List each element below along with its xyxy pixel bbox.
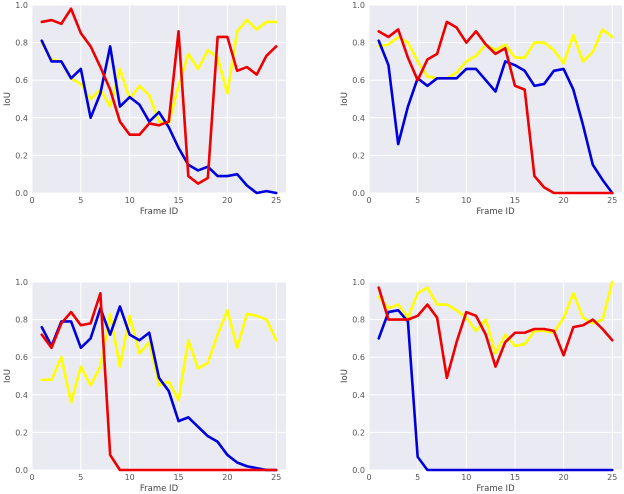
x-tick-label: 5 bbox=[415, 473, 420, 482]
plot-area-1 bbox=[369, 5, 622, 193]
series-line-yellow bbox=[40, 18, 278, 125]
y-tick-label: 1.0 bbox=[352, 1, 365, 10]
x-tick-label: 0 bbox=[366, 196, 371, 205]
y-tick-label: 0.4 bbox=[352, 391, 365, 400]
y-tick-label: 1.0 bbox=[15, 278, 28, 287]
x-tick-label: 25 bbox=[607, 196, 617, 205]
x-axis-label: Frame ID bbox=[476, 207, 515, 217]
x-tick-label: 0 bbox=[366, 473, 371, 482]
x-tick-label: 10 bbox=[125, 196, 135, 205]
y-tick-label: 0.2 bbox=[352, 428, 365, 437]
series-line-red bbox=[40, 291, 278, 472]
y-axis-label: IoU bbox=[340, 92, 350, 106]
y-axis-label: IoU bbox=[3, 369, 13, 383]
x-tick-label: 10 bbox=[125, 473, 135, 482]
y-tick-label: 0.6 bbox=[15, 353, 28, 362]
x-tick-label: 20 bbox=[222, 196, 232, 205]
y-tick-label: 0.8 bbox=[352, 39, 365, 48]
x-tick-label: 10 bbox=[461, 473, 471, 482]
x-axis-label: Frame ID bbox=[140, 207, 179, 217]
x-tick-label: 5 bbox=[78, 196, 83, 205]
series-line-red bbox=[377, 286, 614, 380]
x-tick-label: 25 bbox=[607, 473, 617, 482]
y-tick-label: 0.8 bbox=[15, 39, 28, 48]
y-tick-label: 0.6 bbox=[15, 76, 28, 85]
x-axis-label: Frame ID bbox=[476, 484, 515, 494]
series-line-yellow bbox=[377, 28, 614, 80]
series-line-blue bbox=[377, 308, 614, 472]
y-tick-label: 0.4 bbox=[15, 114, 28, 123]
series-line-yellow bbox=[40, 308, 278, 404]
x-tick-label: 15 bbox=[173, 473, 183, 482]
plot-area-3 bbox=[369, 282, 622, 470]
y-tick-label: 0.2 bbox=[352, 151, 365, 160]
y-tick-label: 0.2 bbox=[15, 151, 28, 160]
y-tick-label: 0.8 bbox=[15, 316, 28, 325]
y-tick-label: 0.8 bbox=[352, 316, 365, 325]
plot-area-0 bbox=[32, 5, 286, 193]
y-tick-label: 0.0 bbox=[352, 466, 365, 475]
y-tick-label: 0.4 bbox=[15, 391, 28, 400]
y-tick-label: 0.0 bbox=[352, 189, 365, 198]
x-tick-label: 15 bbox=[510, 196, 520, 205]
series-line-blue bbox=[40, 39, 278, 195]
y-tick-label: 0.6 bbox=[352, 353, 365, 362]
x-tick-label: 20 bbox=[222, 473, 232, 482]
series-line-blue bbox=[40, 305, 278, 472]
x-axis-label: Frame ID bbox=[140, 484, 179, 494]
y-tick-label: 1.0 bbox=[352, 278, 365, 287]
x-tick-label: 10 bbox=[461, 196, 471, 205]
y-tick-label: 0.4 bbox=[352, 114, 365, 123]
x-tick-label: 25 bbox=[271, 473, 281, 482]
y-axis-label: IoU bbox=[340, 369, 350, 383]
series-line-red bbox=[40, 7, 278, 185]
y-axis-label: IoU bbox=[3, 92, 13, 106]
y-tick-label: 0.0 bbox=[15, 466, 28, 475]
x-tick-label: 15 bbox=[173, 196, 183, 205]
x-tick-label: 20 bbox=[559, 473, 569, 482]
y-tick-label: 0.6 bbox=[352, 76, 365, 85]
y-tick-label: 1.0 bbox=[15, 1, 28, 10]
x-tick-label: 0 bbox=[29, 473, 34, 482]
x-tick-label: 5 bbox=[415, 196, 420, 205]
x-tick-label: 25 bbox=[271, 196, 281, 205]
series-line-yellow bbox=[377, 280, 614, 355]
x-tick-label: 15 bbox=[510, 473, 520, 482]
x-tick-label: 5 bbox=[78, 473, 83, 482]
x-tick-label: 0 bbox=[29, 196, 34, 205]
x-tick-label: 20 bbox=[559, 196, 569, 205]
y-tick-label: 0.0 bbox=[15, 189, 28, 198]
series-line-red bbox=[377, 20, 614, 195]
y-tick-label: 0.2 bbox=[15, 428, 28, 437]
